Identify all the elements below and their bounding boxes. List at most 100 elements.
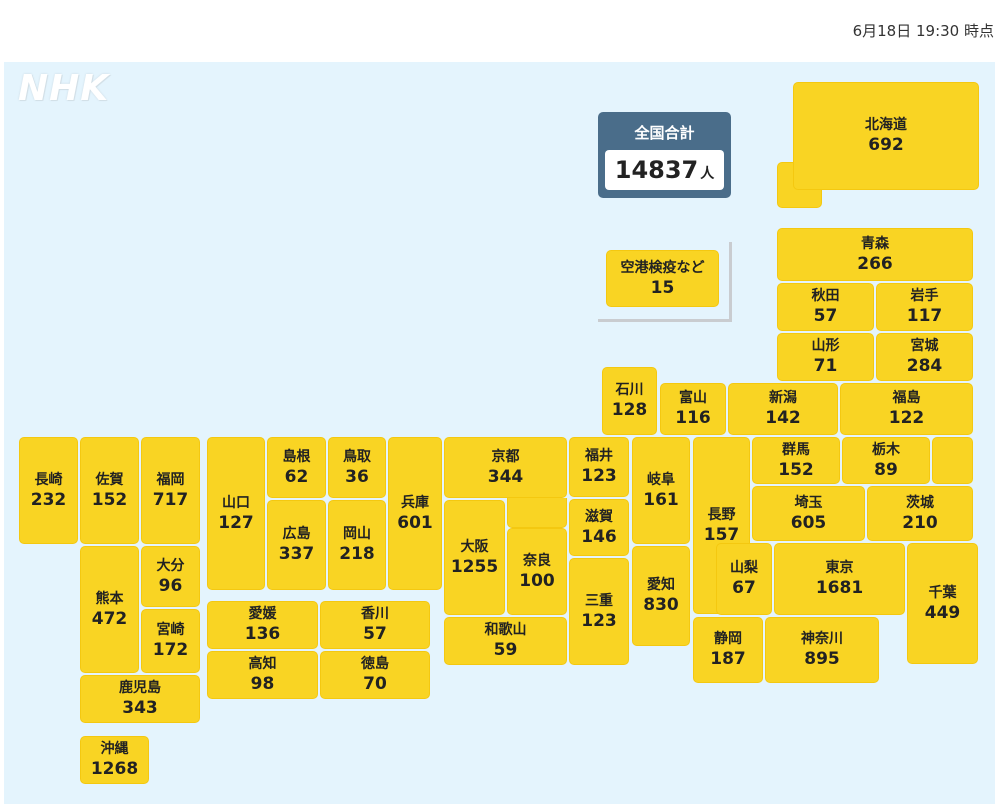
pref-value: 266: [857, 253, 893, 274]
pref-value: 123: [581, 466, 617, 486]
pref-value: 70: [363, 674, 387, 694]
pref-value: 830: [643, 595, 679, 615]
pref-wakayama[interactable]: 和歌山 59: [444, 617, 567, 665]
pref-shizuoka[interactable]: 静岡 187: [693, 617, 763, 683]
pref-osaka[interactable]: 大阪 1255: [444, 500, 505, 615]
pref-value: 136: [244, 624, 281, 644]
national-total-value-box: 14837 人: [605, 150, 724, 190]
pref-value: 62: [284, 466, 309, 487]
pref-toyama[interactable]: 富山 116: [660, 383, 726, 435]
pref-nagasaki[interactable]: 長崎 232: [19, 437, 78, 544]
pref-tokushima[interactable]: 徳島 70: [320, 651, 430, 699]
pref-name: 宮城: [910, 338, 939, 354]
pref-oita[interactable]: 大分 96: [141, 546, 200, 607]
pref-value: 122: [888, 408, 925, 428]
pref-name: 島根: [282, 448, 311, 465]
pref-name: 山口: [222, 494, 250, 511]
pref-tochigi-ext: [932, 437, 973, 484]
pref-tochigi[interactable]: 栃木 89: [842, 437, 930, 484]
pref-akita[interactable]: 秋田 57: [777, 283, 874, 331]
pref-value: 67: [732, 578, 756, 598]
pref-kanagawa[interactable]: 神奈川 895: [765, 617, 879, 683]
pref-value: 36: [345, 466, 369, 487]
pref-name: 栃木: [872, 441, 900, 458]
pref-aichi[interactable]: 愛知 830: [632, 546, 690, 646]
pref-shimane[interactable]: 島根 62: [267, 437, 326, 498]
airport-frame: [598, 242, 732, 322]
pref-hokkaido[interactable]: 北海道 692: [793, 82, 979, 190]
pref-value: 146: [581, 526, 617, 547]
airport-quarantine-box[interactable]: 空港検疫など 15: [606, 250, 719, 307]
pref-niigata[interactable]: 新潟 142: [728, 383, 838, 435]
pref-hiroshima[interactable]: 広島 337: [267, 500, 326, 590]
pref-okayama[interactable]: 岡山 218: [328, 500, 386, 590]
pref-shiga[interactable]: 滋賀 146: [569, 499, 629, 556]
pref-name: 鹿児島: [119, 680, 161, 696]
pref-value: 128: [611, 400, 648, 420]
pref-saitama[interactable]: 埼玉 605: [752, 486, 865, 541]
pref-value: 172: [152, 640, 189, 660]
pref-kumamoto[interactable]: 熊本 472: [80, 546, 139, 673]
pref-okinawa[interactable]: 沖縄 1268: [80, 736, 149, 784]
airport-quarantine-label: 空港検疫など: [620, 259, 705, 276]
pref-mie[interactable]: 三重 123: [569, 558, 629, 665]
pref-ishikawa[interactable]: 石川 128: [602, 367, 657, 435]
pref-name: 大阪: [460, 538, 489, 555]
pref-value: 96: [158, 575, 183, 596]
pref-name: 沖縄: [100, 741, 129, 757]
pref-nara[interactable]: 奈良 100: [507, 528, 567, 615]
national-total-panel: 全国合計 14837 人: [598, 112, 731, 198]
pref-miyazaki[interactable]: 宮崎 172: [141, 609, 200, 673]
pref-name: 静岡: [714, 631, 742, 647]
pref-kochi[interactable]: 高知 98: [207, 651, 318, 699]
pref-tottori[interactable]: 鳥取 36: [328, 437, 386, 498]
pref-value: 187: [710, 649, 746, 669]
pref-value: 152: [91, 489, 128, 510]
pref-value: 218: [339, 544, 375, 564]
pref-name: 岐阜: [647, 471, 675, 488]
pref-yamaguchi[interactable]: 山口 127: [207, 437, 265, 590]
pref-name: 神奈川: [801, 631, 843, 647]
pref-chiba[interactable]: 千葉 449: [907, 543, 978, 664]
pref-fukui[interactable]: 福井 123: [569, 437, 629, 497]
pref-fukushima[interactable]: 福島 122: [840, 383, 973, 435]
pref-tokyo[interactable]: 東京 1681: [774, 543, 905, 615]
pref-gifu[interactable]: 岐阜 161: [632, 437, 690, 544]
pref-miyagi[interactable]: 宮城 284: [876, 333, 973, 381]
pref-value: 601: [397, 512, 433, 533]
pref-value: 343: [122, 698, 158, 718]
pref-value: 57: [813, 306, 838, 326]
pref-kagawa[interactable]: 香川 57: [320, 601, 430, 649]
pref-ibaraki[interactable]: 茨城 210: [867, 486, 973, 541]
pref-name: 兵庫: [401, 494, 429, 511]
pref-yamanashi[interactable]: 山梨 67: [716, 543, 772, 615]
pref-name: 愛媛: [248, 606, 277, 622]
pref-name: 茨城: [906, 494, 934, 511]
pref-name: 岩手: [910, 288, 939, 304]
pref-value: 98: [250, 674, 275, 694]
pref-name: 山形: [811, 338, 840, 354]
pref-iwate[interactable]: 岩手 117: [876, 283, 973, 331]
pref-name: 埼玉: [794, 494, 823, 511]
pref-value: 59: [493, 640, 518, 660]
pref-name: 福島: [892, 390, 921, 406]
pref-ehime[interactable]: 愛媛 136: [207, 601, 318, 649]
pref-name: 東京: [825, 560, 854, 576]
pref-kagoshima[interactable]: 鹿児島 343: [80, 675, 200, 723]
pref-aomori[interactable]: 青森 266: [777, 228, 973, 281]
pref-name: 山梨: [730, 560, 758, 576]
pref-name: 高知: [248, 656, 277, 672]
pref-value: 449: [924, 602, 961, 623]
pref-saga[interactable]: 佐賀 152: [80, 437, 139, 544]
pref-name: 三重: [585, 592, 613, 609]
pref-gunma[interactable]: 群馬 152: [752, 437, 840, 484]
pref-kyoto[interactable]: 京都 344: [444, 437, 567, 498]
pref-value: 157: [703, 524, 740, 545]
japan-map: NHK 全国合計 14837 人 空港検疫など 15 北海道 692 青森 26…: [4, 62, 995, 804]
pref-fukuoka[interactable]: 福岡 717: [141, 437, 200, 544]
pref-hyogo[interactable]: 兵庫 601: [388, 437, 442, 590]
pref-value: 89: [874, 459, 898, 480]
pref-name: 滋賀: [585, 508, 613, 525]
pref-yamagata[interactable]: 山形 71: [777, 333, 874, 381]
pref-value: 895: [804, 649, 840, 669]
